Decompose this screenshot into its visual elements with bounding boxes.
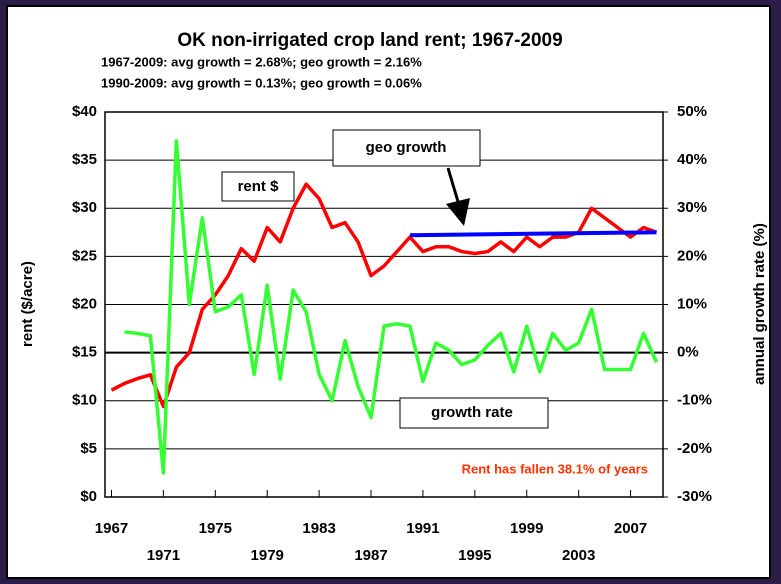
annotation-box — [399, 397, 549, 429]
annotation: geo growth — [366, 139, 447, 156]
x-tick-label: 1967 — [95, 520, 128, 537]
y2-tick-label: 20% — [677, 247, 707, 264]
panel — [6, 5, 771, 579]
annotation-box — [221, 171, 295, 202]
note: Rent has fallen 38.1% of years — [462, 461, 648, 476]
x-tick-label: 1983 — [302, 520, 335, 537]
annotation-box — [332, 129, 481, 167]
y-tick-label: $0 — [80, 488, 97, 505]
y2-tick-label: 10% — [677, 295, 707, 312]
x-tick-label: 1971 — [147, 547, 180, 564]
y2-tick-label: -20% — [677, 440, 712, 457]
x-tick-label: 1979 — [251, 547, 284, 564]
y2-tick-label: 40% — [677, 151, 707, 168]
x-tick-label: 1995 — [458, 547, 491, 564]
annotation: rent $ — [238, 178, 280, 195]
x-tick-label: 2007 — [614, 520, 647, 537]
annotation: growth rate — [431, 404, 513, 421]
series-line — [409, 230, 657, 238]
y-tick-label: $10 — [72, 392, 97, 409]
y-tick-label: $30 — [72, 199, 97, 216]
y-tick-label: $15 — [72, 344, 97, 361]
x-tick-label: 1975 — [199, 520, 232, 537]
y-tick-label: $25 — [72, 247, 97, 264]
y2-tick-label: -30% — [677, 488, 712, 505]
y-axis-label: rent ($/acre) — [19, 261, 36, 347]
y2-tick-label: -10% — [677, 392, 712, 409]
chart-title: OK non-irrigated crop land rent; 1967-20… — [177, 30, 562, 51]
y-tick-label: $5 — [80, 440, 97, 457]
x-tick-label: 2003 — [562, 547, 595, 564]
subtitle: 1990-2009: avg growth = 0.13%; geo growt… — [101, 75, 422, 90]
x-tick-label: 1987 — [354, 547, 387, 564]
y-tick-label: $20 — [72, 295, 97, 312]
y2-tick-label: 30% — [677, 199, 707, 216]
subtitle: 1967-2009: avg growth = 2.68%; geo growt… — [101, 54, 422, 69]
y2-tick-label: 50% — [677, 103, 707, 120]
y-tick-label: $40 — [72, 103, 97, 120]
y2-axis-label: annual growth rate (%) — [751, 223, 768, 385]
x-tick-label: 1999 — [510, 520, 543, 537]
arrow-shaft — [446, 167, 461, 206]
series-line — [110, 182, 658, 409]
arrow-head — [446, 198, 470, 226]
x-tick-label: 1991 — [406, 520, 439, 537]
y2-tick-label: 0% — [677, 344, 699, 361]
y-tick-label: $35 — [72, 151, 97, 168]
series-line — [124, 139, 659, 475]
